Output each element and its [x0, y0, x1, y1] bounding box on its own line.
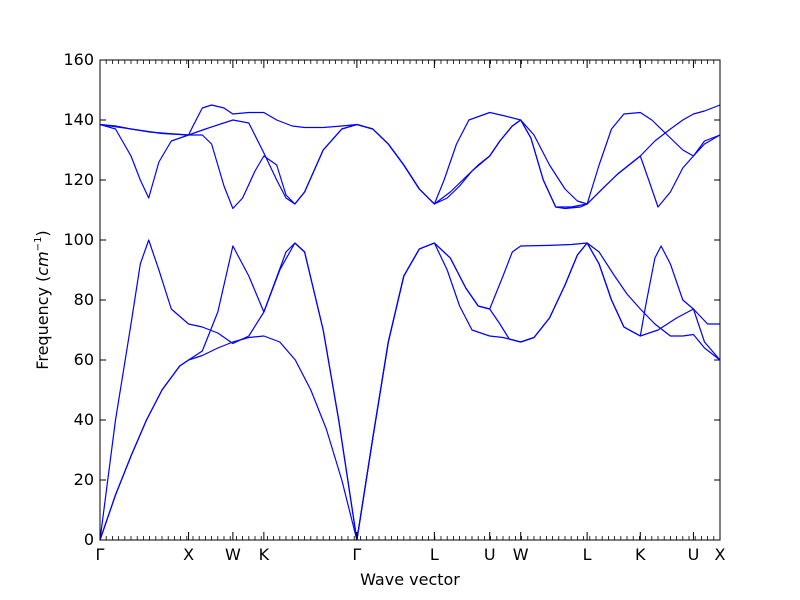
band-line-2 — [99, 242, 358, 541]
y-tick-label: 80 — [74, 290, 94, 309]
y-tick-label: 0 — [84, 530, 94, 549]
x-tick-label: X — [183, 545, 194, 564]
x-tick-label: Γ — [352, 545, 361, 564]
x-axis-label: Wave vector — [360, 570, 460, 589]
band-line-4 — [356, 242, 721, 541]
y-axis-ticks: 0 20 40 60 80 100 120 140 160 — [63, 50, 720, 549]
y-tick-label: 60 — [74, 350, 94, 369]
y-axis-label-exponent: −1 — [33, 237, 44, 252]
x-tick-label: L — [430, 545, 439, 564]
x-tick-label: U — [688, 545, 700, 564]
plot-lines — [99, 104, 721, 541]
y-axis-label-text: Frequency ( — [33, 276, 52, 370]
y-axis-label-close: ) — [33, 230, 52, 236]
x-tick-label: W — [513, 545, 529, 564]
x-tick-label: Γ — [96, 545, 105, 564]
band-line-3 — [99, 239, 358, 541]
y-axis-label: Frequency (cm−1) — [33, 230, 52, 369]
band-line-8 — [99, 104, 721, 210]
y-axis-label-unit: cm — [33, 251, 52, 275]
band-line-6 — [356, 242, 720, 541]
y-tick-label: 20 — [74, 470, 94, 489]
band-line-9 — [99, 104, 721, 208]
plot-frame — [99, 59, 721, 541]
band-line-5 — [356, 242, 721, 541]
x-tick-label: X — [715, 545, 726, 564]
y-tick-label: 160 — [63, 50, 94, 69]
y-tick-label: 100 — [63, 230, 94, 249]
x-tick-label: W — [225, 545, 241, 564]
y-tick-label: 120 — [63, 170, 94, 189]
x-tick-label: L — [583, 545, 592, 564]
y-tick-label: 40 — [74, 410, 94, 429]
x-tick-label: K — [635, 545, 646, 564]
y-tick-label: 140 — [63, 110, 94, 129]
x-tick-label: U — [484, 545, 496, 564]
x-tick-label: K — [259, 545, 270, 564]
